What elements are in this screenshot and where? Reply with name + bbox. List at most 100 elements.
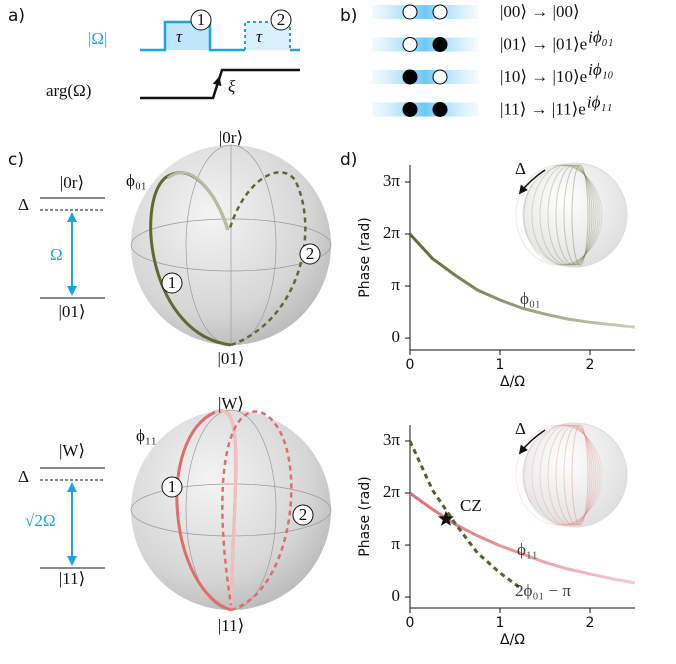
y-axis-label: Phase (rad) <box>357 476 373 556</box>
xi: ξ <box>228 77 236 96</box>
inset-trajectory <box>539 164 597 266</box>
atom <box>432 37 448 52</box>
equator <box>130 483 332 537</box>
inset-trajectory <box>531 164 599 266</box>
atom <box>432 69 448 85</box>
pulse-number: 2 <box>277 10 286 29</box>
atom <box>402 37 418 52</box>
mapping-exponent: iϕ₁₁ <box>587 92 612 111</box>
y-tick-label: 3π <box>383 171 401 190</box>
x-tick-label: 0 <box>406 357 415 373</box>
pulse-marker <box>190 9 212 31</box>
inset-trajectory <box>531 424 599 526</box>
pulse-marker <box>161 272 183 294</box>
x-axis-label: Δ/Ω <box>500 632 525 648</box>
trajectory <box>167 171 230 231</box>
inset-trajectory <box>515 424 603 526</box>
sphere-pole: |11⟩ <box>218 616 244 635</box>
mapping: |01⟩ → |01⟩e <box>500 34 587 53</box>
phase-label: ϕ₁₁ <box>136 426 157 445</box>
detuning: Δ <box>18 195 29 214</box>
series-label: ϕ₁₁ <box>517 540 538 559</box>
arg-omega-label: arg(Ω) <box>46 81 91 100</box>
detuning: Δ <box>18 467 29 486</box>
y-tick-label: 0 <box>392 586 401 605</box>
y-tick-label: 3π <box>383 430 401 449</box>
glow-bar <box>372 102 478 117</box>
inset-trajectory <box>555 424 593 526</box>
inset-sphere <box>522 162 628 268</box>
glow-bar <box>372 37 478 52</box>
pulse-line <box>244 21 291 50</box>
mapping: |11⟩ → |11⟩e <box>500 99 586 118</box>
tau: τ <box>256 27 263 46</box>
series-line <box>410 233 635 329</box>
bloch-sphere: |0r⟩ |01⟩ ϕ₀₁ 1 2 <box>126 128 332 368</box>
drive-label: Ω <box>50 245 63 264</box>
level-label: |0r⟩ <box>60 173 84 192</box>
atom <box>432 4 448 20</box>
pulse-number: 1 <box>168 477 177 496</box>
pulse-marker <box>299 243 321 265</box>
mapping: |00⟩ → |00⟩ <box>500 2 580 21</box>
sphere-pole: |0r⟩ <box>219 128 243 147</box>
panel-label: b) <box>340 6 357 26</box>
level-label: |W⟩ <box>59 441 85 460</box>
series-line <box>410 440 524 591</box>
inset-trajectory <box>563 164 591 266</box>
sphere-pole: |01⟩ <box>217 349 244 368</box>
inset-sphere <box>522 422 628 528</box>
inset-trajectory <box>547 164 595 266</box>
trajectory <box>221 410 293 612</box>
y-tick-label: 2π <box>383 223 401 242</box>
abs-omega-label: |Ω| <box>88 29 107 48</box>
tau: τ <box>176 27 183 46</box>
phase-label: ϕ₀₁ <box>126 171 147 190</box>
level-diagram: |0r⟩ Δ Ω |01⟩ <box>18 173 105 321</box>
atom <box>402 69 418 85</box>
x-tick-label: 2 <box>586 615 595 631</box>
y-tick-label: π <box>391 275 400 294</box>
mapping: |10⟩ → |10⟩e <box>500 67 587 86</box>
level-label: |01⟩ <box>58 302 85 321</box>
inset-trajectory <box>563 424 591 526</box>
phase-line <box>140 68 300 100</box>
inset-trajectory <box>539 424 597 526</box>
level-label: |11⟩ <box>59 569 85 588</box>
x-tick-label: 1 <box>496 357 505 373</box>
mapping-exponent: iϕ₀₁ <box>588 27 613 46</box>
x-axis-label: Δ/Ω <box>500 374 525 390</box>
annotation-star <box>437 510 455 526</box>
mapping-exponent: iϕ₁₀ <box>588 60 613 79</box>
glow-bar <box>372 5 478 19</box>
inset-arrow <box>518 429 546 455</box>
inset-trajectory <box>571 164 589 266</box>
trajectory <box>228 171 307 347</box>
panel-label: d) <box>340 150 357 170</box>
inset-trajectory <box>523 424 601 526</box>
pulse-marker <box>270 9 292 31</box>
x-tick-label: 1 <box>496 615 505 631</box>
arrow <box>212 76 222 97</box>
x-tick-label: 0 <box>406 615 415 631</box>
annotation-label: CZ <box>460 496 482 515</box>
sphere-pole: |W⟩ <box>218 394 244 413</box>
atom <box>402 4 418 20</box>
pulse-line <box>140 20 245 52</box>
y-axis-label: Phase (rad) <box>357 217 373 297</box>
pulse-marker <box>292 504 314 526</box>
bloch-sphere: |W⟩ |11⟩ ϕ₁₁ 1 2 <box>130 394 332 635</box>
inset-trajectory <box>515 164 603 266</box>
atom <box>432 102 448 117</box>
inset-arrow <box>518 169 546 195</box>
y-tick-label: π <box>391 534 400 553</box>
y-tick-label: 2π <box>383 482 401 501</box>
pulse-marker <box>161 476 183 498</box>
level-diagram: |W⟩ Δ √2Ω |11⟩ <box>18 441 105 588</box>
inset-label: Δ <box>515 159 526 178</box>
pulse-number: 1 <box>168 273 177 292</box>
inset-trajectory <box>523 164 601 266</box>
inset-label: Δ <box>515 419 526 438</box>
series-label: ϕ₀₁ <box>520 289 541 308</box>
